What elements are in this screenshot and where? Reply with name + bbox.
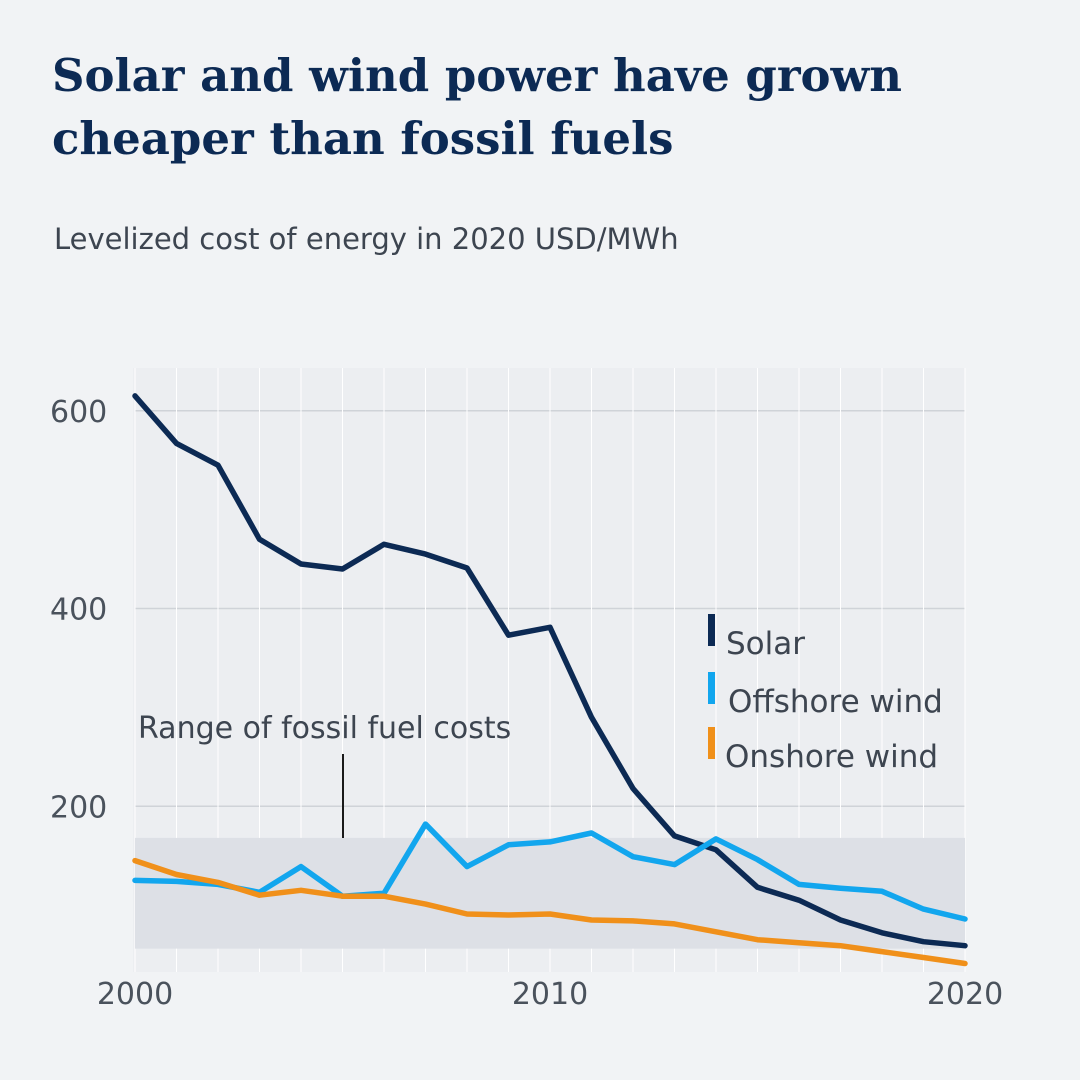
y-tick-labels: 200 400 600 <box>50 395 107 825</box>
series-line-solar <box>132 393 968 949</box>
x-tick-2000: 2000 <box>97 977 173 1012</box>
x-tick-2020: 2020 <box>927 977 1003 1012</box>
y-tick-600: 600 <box>50 395 107 430</box>
legend-swatch-offshore-wind <box>708 672 715 704</box>
legend: Solar Offshore wind Onshore wind <box>708 614 943 775</box>
x-tick-labels: 2000 2010 2020 <box>97 977 1003 1012</box>
fossil-range-label: Range of fossil fuel costs <box>138 711 511 746</box>
y-tick-200: 200 <box>50 790 107 825</box>
chart-subtitle: Levelized cost of energy in 2020 USD/MWh <box>54 222 679 256</box>
legend-swatch-solar <box>708 614 715 646</box>
x-tick-2010: 2010 <box>512 977 588 1012</box>
series-line-offshore-wind <box>132 821 968 922</box>
legend-label-onshore-wind: Onshore wind <box>725 739 938 775</box>
legend-label-offshore-wind: Offshore wind <box>728 684 943 720</box>
y-tick-400: 400 <box>50 593 107 628</box>
series-lines <box>132 393 968 967</box>
series-line-onshore-wind <box>132 857 968 967</box>
legend-swatch-onshore-wind <box>708 727 715 759</box>
legend-label-solar: Solar <box>726 626 805 662</box>
chart-title: Solar and wind power have grown cheaper … <box>52 49 903 165</box>
